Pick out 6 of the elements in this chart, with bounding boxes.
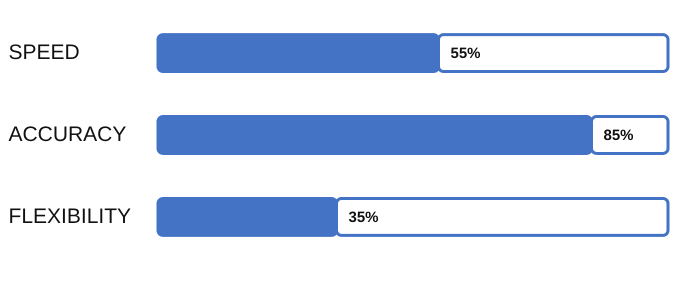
data-label: 85% [604,127,634,144]
data-label: 35% [348,208,379,226]
y-tick-label: ACCURACY [8,123,126,146]
data-label: 55% [450,45,481,62]
y-tick-label: FLEXIBILITY [8,204,132,228]
y-tick-label: SPEED [8,41,80,64]
